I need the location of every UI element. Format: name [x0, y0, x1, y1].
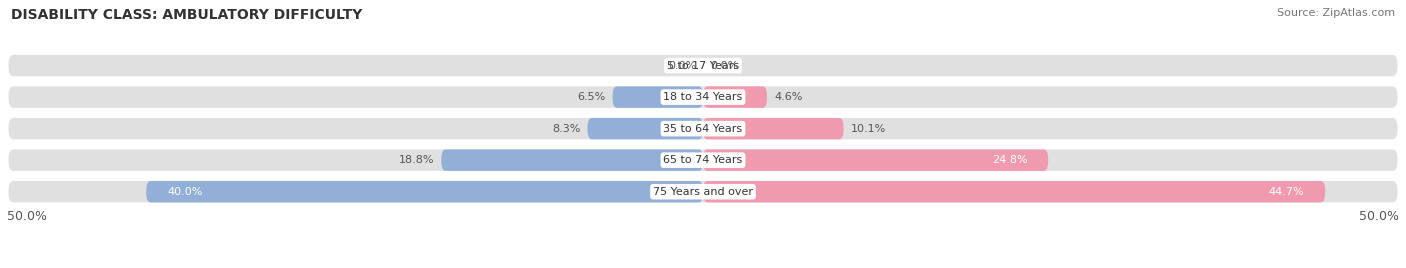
FancyBboxPatch shape	[441, 150, 703, 171]
FancyBboxPatch shape	[8, 118, 1398, 139]
Text: 10.1%: 10.1%	[851, 124, 886, 134]
Text: Source: ZipAtlas.com: Source: ZipAtlas.com	[1277, 8, 1395, 18]
FancyBboxPatch shape	[8, 86, 1398, 108]
Text: 8.3%: 8.3%	[553, 124, 581, 134]
Text: 24.8%: 24.8%	[991, 155, 1028, 165]
FancyBboxPatch shape	[703, 181, 1326, 202]
Legend: Male, Female: Male, Female	[637, 263, 769, 268]
Text: 6.5%: 6.5%	[578, 92, 606, 102]
Text: DISABILITY CLASS: AMBULATORY DIFFICULTY: DISABILITY CLASS: AMBULATORY DIFFICULTY	[11, 8, 363, 22]
Text: 0.0%: 0.0%	[668, 61, 696, 70]
Text: 4.6%: 4.6%	[773, 92, 803, 102]
FancyBboxPatch shape	[703, 150, 1049, 171]
FancyBboxPatch shape	[613, 86, 703, 108]
FancyBboxPatch shape	[588, 118, 703, 139]
Text: 75 Years and over: 75 Years and over	[652, 187, 754, 197]
Text: 18 to 34 Years: 18 to 34 Years	[664, 92, 742, 102]
Text: 40.0%: 40.0%	[167, 187, 202, 197]
FancyBboxPatch shape	[146, 181, 703, 202]
Text: 65 to 74 Years: 65 to 74 Years	[664, 155, 742, 165]
Text: 18.8%: 18.8%	[399, 155, 434, 165]
Text: 50.0%: 50.0%	[7, 210, 46, 223]
FancyBboxPatch shape	[703, 118, 844, 139]
Text: 5 to 17 Years: 5 to 17 Years	[666, 61, 740, 70]
Text: 50.0%: 50.0%	[1360, 210, 1399, 223]
FancyBboxPatch shape	[8, 150, 1398, 171]
Text: 44.7%: 44.7%	[1268, 187, 1305, 197]
FancyBboxPatch shape	[703, 86, 768, 108]
Text: 35 to 64 Years: 35 to 64 Years	[664, 124, 742, 134]
Text: 0.0%: 0.0%	[710, 61, 738, 70]
FancyBboxPatch shape	[8, 55, 1398, 76]
FancyBboxPatch shape	[8, 181, 1398, 202]
